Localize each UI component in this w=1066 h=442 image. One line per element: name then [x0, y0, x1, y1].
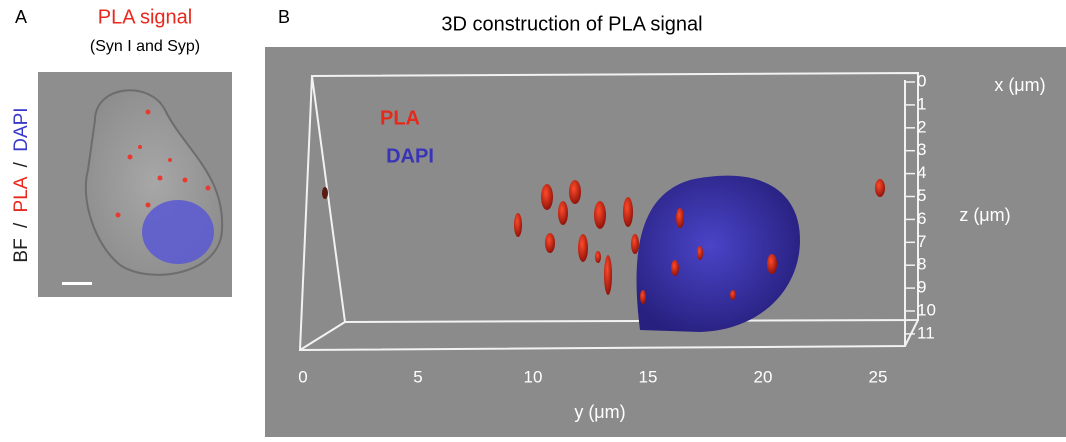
legend-entry: PLA	[380, 107, 420, 129]
panel-subtitle: (Syn I and Syp)	[90, 38, 200, 55]
y-tick-label: 0	[298, 367, 307, 386]
z-tick-label: 2	[917, 117, 926, 136]
z-tick-label: 6	[917, 209, 926, 228]
z-tick-label: 3	[917, 140, 926, 159]
channel-part: /	[11, 161, 32, 167]
z-tick-label: 5	[917, 186, 926, 205]
panel-label: B	[278, 7, 290, 27]
panel-title: PLA signal	[98, 6, 193, 28]
z-tick-label: 9	[917, 278, 926, 297]
y-tick-label: 25	[869, 367, 888, 386]
y-tick-label: 15	[639, 367, 658, 386]
channel-part: PLA	[11, 176, 32, 212]
channel-part: /	[11, 222, 32, 228]
z-tick-label: 0	[917, 71, 926, 90]
micrograph	[38, 72, 232, 297]
figure: A PLA signal (Syn I and Syp) BF / PLA / …	[0, 0, 1066, 437]
y-tick-label: 20	[754, 367, 773, 386]
axis-label: x (μm)	[994, 75, 1045, 95]
panel-label: A	[15, 7, 27, 27]
channel-part: DAPI	[11, 107, 32, 151]
z-tick-label: 10	[917, 300, 936, 319]
y-tick-label: 10	[524, 367, 543, 386]
z-tick-label: 1	[917, 94, 926, 113]
axis-label: y (μm)	[574, 402, 625, 422]
legend-entry: DAPI	[386, 145, 434, 167]
z-tick-label: 7	[917, 232, 926, 251]
z-tick-label: 8	[917, 255, 926, 274]
axis-label: z (μm)	[959, 205, 1010, 225]
z-tick-label: 11	[917, 323, 935, 342]
y-tick-label: 5	[413, 367, 422, 386]
z-tick-label: 4	[917, 163, 926, 182]
panel-title: 3D construction of PLA signal	[441, 13, 702, 35]
channel-part: BF	[11, 238, 32, 262]
channel-label: BF / PLA / DAPI	[11, 107, 32, 262]
